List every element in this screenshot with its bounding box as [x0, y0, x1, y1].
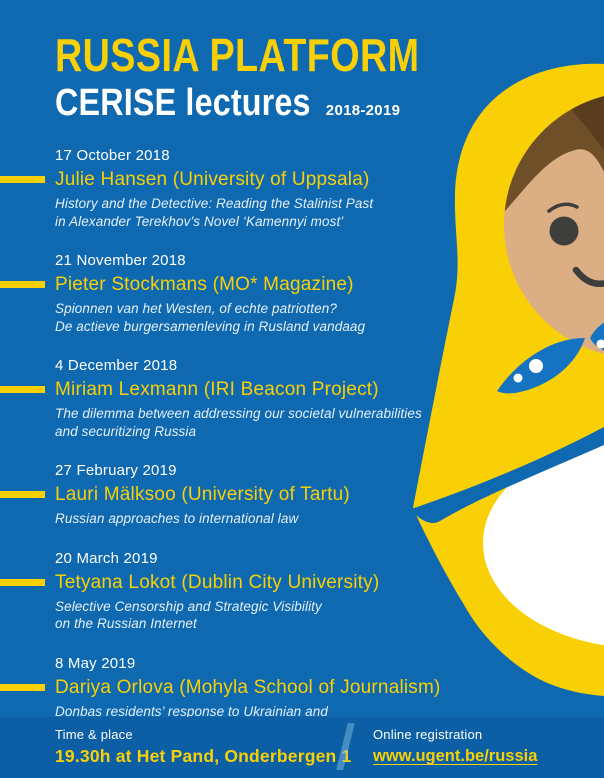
lecture-date: 8 May 2019: [55, 654, 136, 672]
footer-registration-block: Online registration www.ugent.be/russia: [373, 725, 537, 768]
lecture-date: 21 November 2018: [55, 252, 186, 269]
lecture-topic: Selective Censorship and Strategic Visib…: [55, 598, 322, 632]
lecture-date: 17 October 2018: [55, 147, 170, 164]
lecture-speaker: Julie Hansen (University of Uppsala): [55, 169, 370, 190]
registration-link[interactable]: www.ugent.be/russia: [373, 747, 538, 765]
time-place-value: 19.30h at Het Pand, Onderbergen 1: [55, 746, 352, 766]
doll-scarf-knot-leaf: [497, 338, 585, 394]
lecture-speaker: Lauri Mälksoo (University of Tartu): [55, 484, 350, 505]
doll-mouth: [572, 266, 604, 287]
lecture-date: 27 February 2019: [55, 462, 177, 479]
speaker-dash-marker: [0, 281, 45, 288]
lecture-item: 4 December 2018 Miriam Lexmann (IRI Beac…: [0, 356, 475, 440]
lecture-list: 17 October 2018 Julie Hansen (University…: [0, 146, 475, 759]
poster-subtitle: CERISE lectures: [55, 82, 311, 124]
speaker-dash-marker: [0, 176, 45, 183]
doll-scarf-knot-leaf-right: [590, 322, 604, 351]
footer-bar: Time & place 19.30h at Het Pand, Onderbe…: [0, 717, 604, 778]
speaker-dash-marker: [0, 578, 45, 586]
doll-hair-dark: [556, 92, 604, 150]
lecture-topic: Russian approaches to international law: [55, 511, 299, 526]
lecture-topic: Spionnen van het Westen, of echte patrio…: [55, 301, 366, 334]
lecture-item: 20 March 2019 Tetyana Lokot (Dublin City…: [0, 549, 475, 633]
speaker-dash-marker: [0, 386, 45, 393]
lecture-item: 21 November 2018 Pieter Stockmans (MO* M…: [0, 251, 475, 335]
doll-face: [504, 96, 604, 354]
lecture-topic: History and the Detective: Reading the S…: [55, 196, 374, 229]
doll-eyebrow: [547, 202, 579, 213]
doll-scarf-dot-right: [596, 339, 604, 349]
speaker-dash-marker: [0, 491, 45, 498]
poster-title: RUSSIA PLATFORM: [55, 29, 420, 81]
doll-eye: [549, 216, 579, 246]
doll-hair: [504, 92, 604, 213]
lecture-item: 27 February 2019 Lauri Mälksoo (Universi…: [0, 461, 475, 528]
poster-header: RUSSIA PLATFORM CERISE lectures 2018-201…: [55, 30, 499, 124]
lecture-speaker: Tetyana Lokot (Dublin City University): [55, 571, 380, 593]
lecture-topic: The dilemma between addressing our socie…: [55, 406, 422, 439]
time-place-label: Time & place: [55, 727, 133, 742]
lecture-date: 20 March 2019: [55, 549, 158, 567]
lecture-item: 17 October 2018 Julie Hansen (University…: [0, 146, 475, 230]
lecture-date: 4 December 2018: [55, 357, 178, 374]
footer-time-block: Time & place 19.30h at Het Pand, Onderbe…: [55, 725, 351, 768]
speaker-dash-marker: [0, 683, 45, 691]
lecture-speaker: Dariya Orlova (Mohyla School of Journali…: [55, 676, 441, 698]
registration-label: Online registration: [373, 727, 483, 742]
doll-belly: [483, 440, 604, 646]
doll-scarf-dot-large: [529, 359, 543, 373]
poster-season: 2018-2019: [325, 102, 401, 119]
lecture-speaker: Miriam Lexmann (IRI Beacon Project): [55, 379, 379, 400]
doll-scarf-dot-small: [513, 373, 523, 383]
lecture-speaker: Pieter Stockmans (MO* Magazine): [55, 274, 354, 295]
